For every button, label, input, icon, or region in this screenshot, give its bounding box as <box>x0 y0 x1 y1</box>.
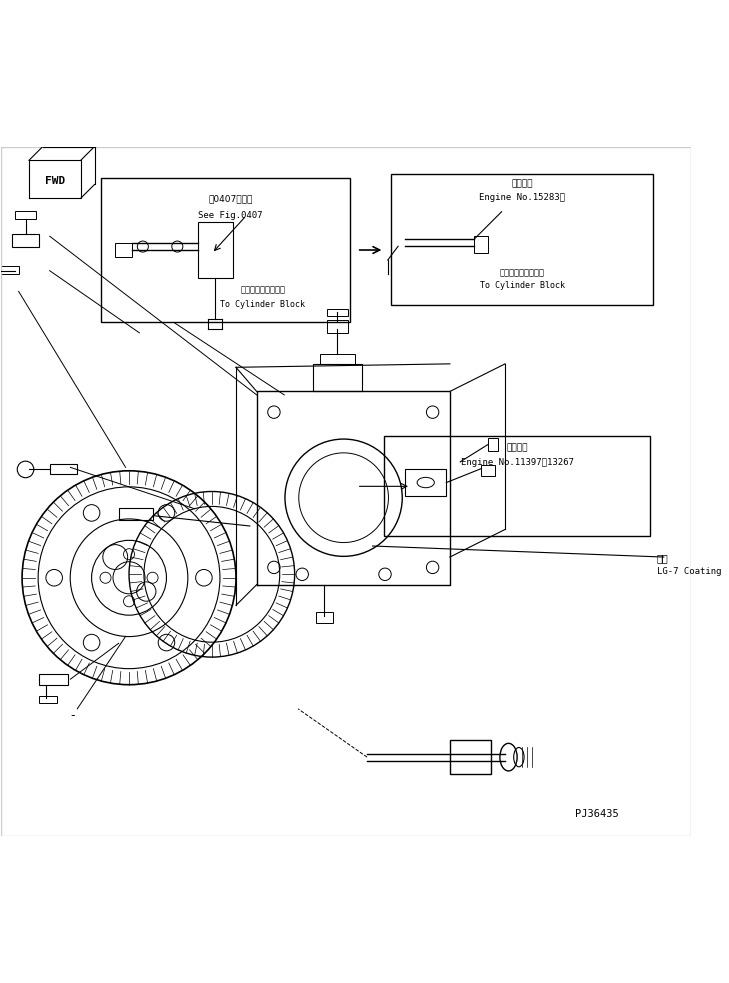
Bar <box>1 265 19 274</box>
Text: To Cylinder Block: To Cylinder Block <box>480 281 565 290</box>
Text: See Fig.0407: See Fig.0407 <box>198 210 263 219</box>
Bar <box>50 464 77 474</box>
Text: LG-7 Coating: LG-7 Coating <box>657 567 722 576</box>
Text: 第0407図参照: 第0407図参照 <box>208 195 253 203</box>
Text: FWD: FWD <box>44 176 65 186</box>
Text: 適用号機: 適用号機 <box>512 180 533 189</box>
Bar <box>474 236 488 253</box>
Bar <box>320 354 354 364</box>
Bar <box>327 309 348 316</box>
Text: Engine No.11397～13267: Engine No.11397～13267 <box>461 458 574 467</box>
Bar <box>450 740 491 775</box>
Bar <box>39 696 57 703</box>
Bar <box>115 243 133 257</box>
Bar <box>12 234 39 247</box>
Text: -: - <box>71 710 75 723</box>
Bar <box>316 612 333 622</box>
Bar <box>313 364 362 391</box>
Text: To Cylinder Block: To Cylinder Block <box>220 300 305 309</box>
Bar <box>101 178 350 322</box>
Text: シリンダブロックへ: シリンダブロックへ <box>500 268 545 277</box>
Bar <box>15 210 36 219</box>
Bar <box>39 673 69 685</box>
Text: PJ36435: PJ36435 <box>575 809 619 819</box>
Bar <box>198 222 233 277</box>
Bar <box>405 469 446 496</box>
Text: 途布: 途布 <box>657 553 668 563</box>
Bar <box>327 320 348 333</box>
Bar <box>119 508 153 520</box>
Bar <box>488 437 498 451</box>
Text: 適用号機: 適用号機 <box>507 443 528 452</box>
Text: Engine No.15283～: Engine No.15283～ <box>479 194 565 202</box>
Bar <box>481 465 495 476</box>
Bar <box>384 436 650 537</box>
Text: シリンダブロックへ: シリンダブロックへ <box>241 286 285 295</box>
Bar <box>391 174 653 305</box>
